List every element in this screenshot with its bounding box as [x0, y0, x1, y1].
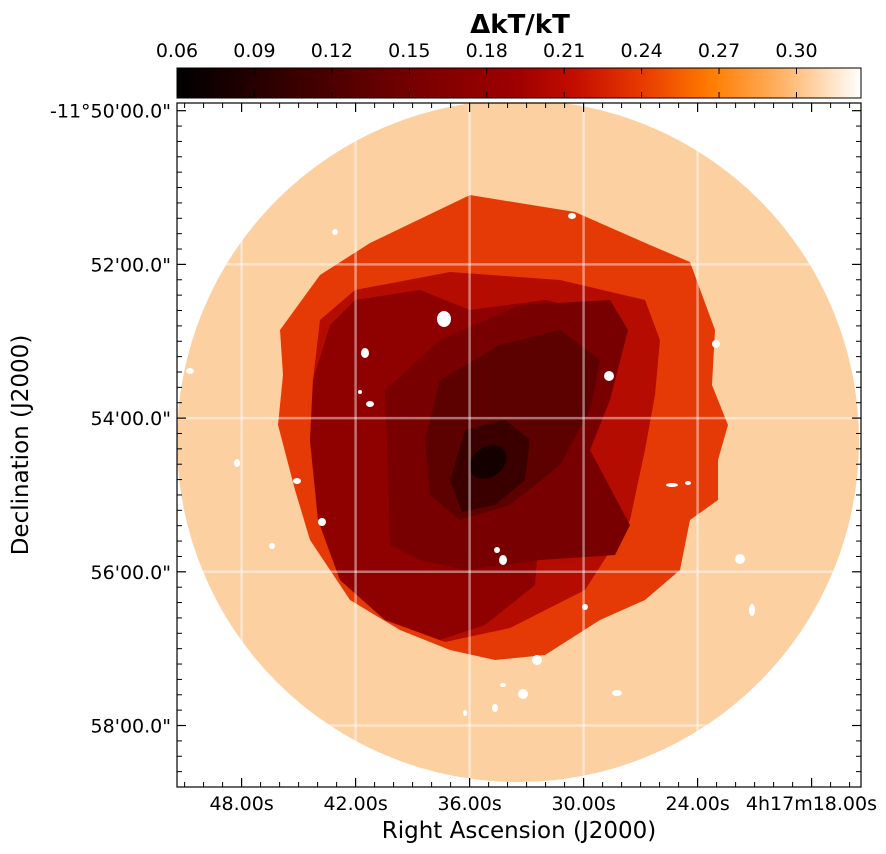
plot-frame	[176, 102, 862, 788]
x-tick-label: 36.00s	[437, 793, 501, 815]
x-tick-label: 42.00s	[323, 793, 387, 815]
colorbar-tick-label: 0.21	[543, 40, 585, 62]
x-axis-label: Right Ascension (J2000)	[382, 818, 657, 844]
y-tick-label: 54'00.0"	[91, 408, 171, 430]
colorbar-tick-label: 0.09	[233, 40, 275, 62]
colorbar-ticks: 0.06 0.09 0.12 0.15 0.18 0.21 0.24 0.27 0.30	[156, 40, 818, 98]
x-tick-label: 24.00s	[665, 793, 729, 815]
y-tick-label: -11°50'00.0"	[50, 101, 171, 123]
x-tick-label: 48.00s	[209, 793, 273, 815]
colorbar-tick-label: 0.12	[311, 40, 353, 62]
x-tick-label: 4h17m18.00s	[746, 793, 877, 815]
axes: 48.00s 42.00s 36.00s 30.00s 24.00s 4h17m18.00…	[50, 101, 877, 815]
map-image	[177, 103, 859, 782]
colorbar-title: ΔkT/kT	[470, 10, 570, 40]
colorbar-tick-label: 0.24	[620, 40, 662, 62]
y-tick-label: 56'00.0"	[91, 562, 171, 584]
y-tick-label: 52'00.0"	[91, 254, 171, 276]
colorbar-tick-label: 0.15	[388, 40, 430, 62]
colorbar-tick-label: 0.06	[156, 40, 198, 62]
colorbar-tick-label: 0.27	[698, 40, 740, 62]
y-axis-label: Declination (J2000)	[8, 335, 34, 556]
colorbar	[176, 67, 862, 99]
masked-points	[186, 213, 755, 716]
colorbar-tick-label: 0.18	[466, 40, 508, 62]
core-region	[469, 445, 507, 479]
colorbar-tick-label: 0.30	[775, 40, 817, 62]
x-tick-label: 30.00s	[551, 793, 615, 815]
grid-lines	[177, 103, 861, 787]
y-tick-label: 58'00.0"	[91, 716, 171, 738]
